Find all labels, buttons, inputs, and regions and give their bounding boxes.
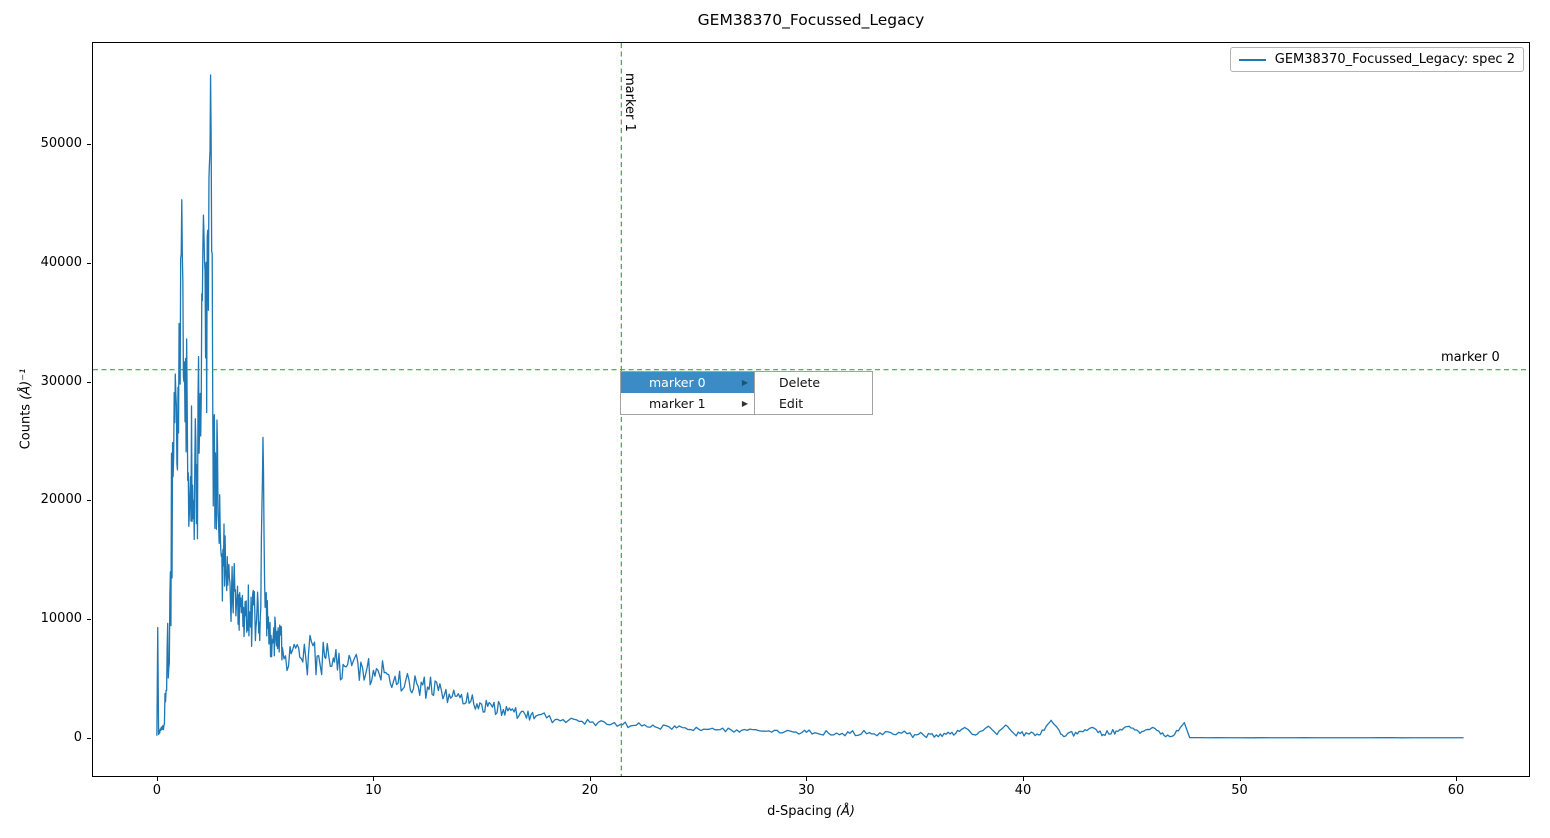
- x-tick-mark: [373, 777, 375, 781]
- x-tick-label: 40: [1014, 783, 1032, 798]
- y-axis-label-text: Counts: [18, 399, 34, 450]
- submenu-arrow-icon: ▶: [741, 378, 748, 387]
- x-tick-label: 10: [365, 783, 382, 798]
- y-axis-label: Counts (Å)⁻¹: [19, 369, 34, 450]
- submenu-arrow-icon: ▶: [741, 399, 748, 408]
- y-tick-mark: [87, 619, 91, 621]
- y-tick-label: 0: [73, 730, 82, 746]
- x-tick-mark: [1022, 777, 1024, 781]
- menu-item-marker-1[interactable]: marker 1 ▶: [621, 393, 754, 414]
- y-tick-mark: [87, 500, 91, 502]
- plot-canvas[interactable]: GEM38370_Focussed_Legacy: spec 2: [92, 42, 1530, 777]
- x-axis-label-unit: (Å): [835, 804, 855, 819]
- y-tick-mark: [87, 262, 91, 264]
- x-tick-label: 30: [798, 783, 815, 798]
- menu-item-label: Edit: [779, 396, 804, 411]
- menu-item-marker-0[interactable]: marker 0 ▶: [621, 372, 754, 393]
- y-tick-mark: [87, 381, 91, 383]
- x-tick-label: 60: [1447, 783, 1465, 798]
- marker-context-menu: marker 0 ▶ marker 1 ▶: [620, 371, 755, 415]
- y-axis-label-unit: (Å)⁻¹: [18, 368, 34, 400]
- legend[interactable]: GEM38370_Focussed_Legacy: spec 2: [1229, 47, 1524, 72]
- y-tick-label: 50000: [40, 135, 82, 151]
- menu-item-edit[interactable]: Edit: [755, 393, 872, 414]
- marker-1-label: marker 1: [622, 73, 637, 132]
- menu-item-delete[interactable]: Delete: [755, 372, 872, 393]
- marker-0-label: marker 0: [1441, 350, 1500, 365]
- marker-context-submenu: Delete Edit: [754, 371, 873, 415]
- x-tick-label: 20: [581, 783, 599, 798]
- y-tick-mark: [87, 738, 91, 740]
- legend-line-sample: [1238, 58, 1266, 61]
- y-tick-mark: [87, 143, 91, 145]
- menu-item-label: marker 1: [649, 396, 706, 411]
- menu-item-label: marker 0: [649, 375, 706, 390]
- y-tick-label: 30000: [40, 373, 82, 389]
- menu-item-label: Delete: [779, 375, 821, 390]
- x-axis-label-text: d-Spacing: [767, 804, 836, 819]
- x-tick-mark: [1239, 777, 1241, 781]
- x-tick-mark: [156, 777, 158, 781]
- x-axis-label: d-Spacing (Å): [92, 804, 1530, 819]
- y-tick-label: 20000: [40, 492, 82, 508]
- figure-title: GEM38370_Focussed_Legacy: [697, 11, 925, 29]
- legend-label: GEM38370_Focussed_Legacy: spec 2: [1274, 52, 1515, 67]
- spectrum-line: [156, 74, 1464, 739]
- y-tick-label: 40000: [40, 254, 82, 270]
- x-tick-mark: [806, 777, 808, 781]
- y-tick-label: 10000: [40, 611, 82, 627]
- x-tick-label: 0: [152, 783, 162, 798]
- x-tick-mark: [589, 777, 591, 781]
- x-tick-mark: [1456, 777, 1458, 781]
- x-tick-label: 50: [1231, 783, 1248, 798]
